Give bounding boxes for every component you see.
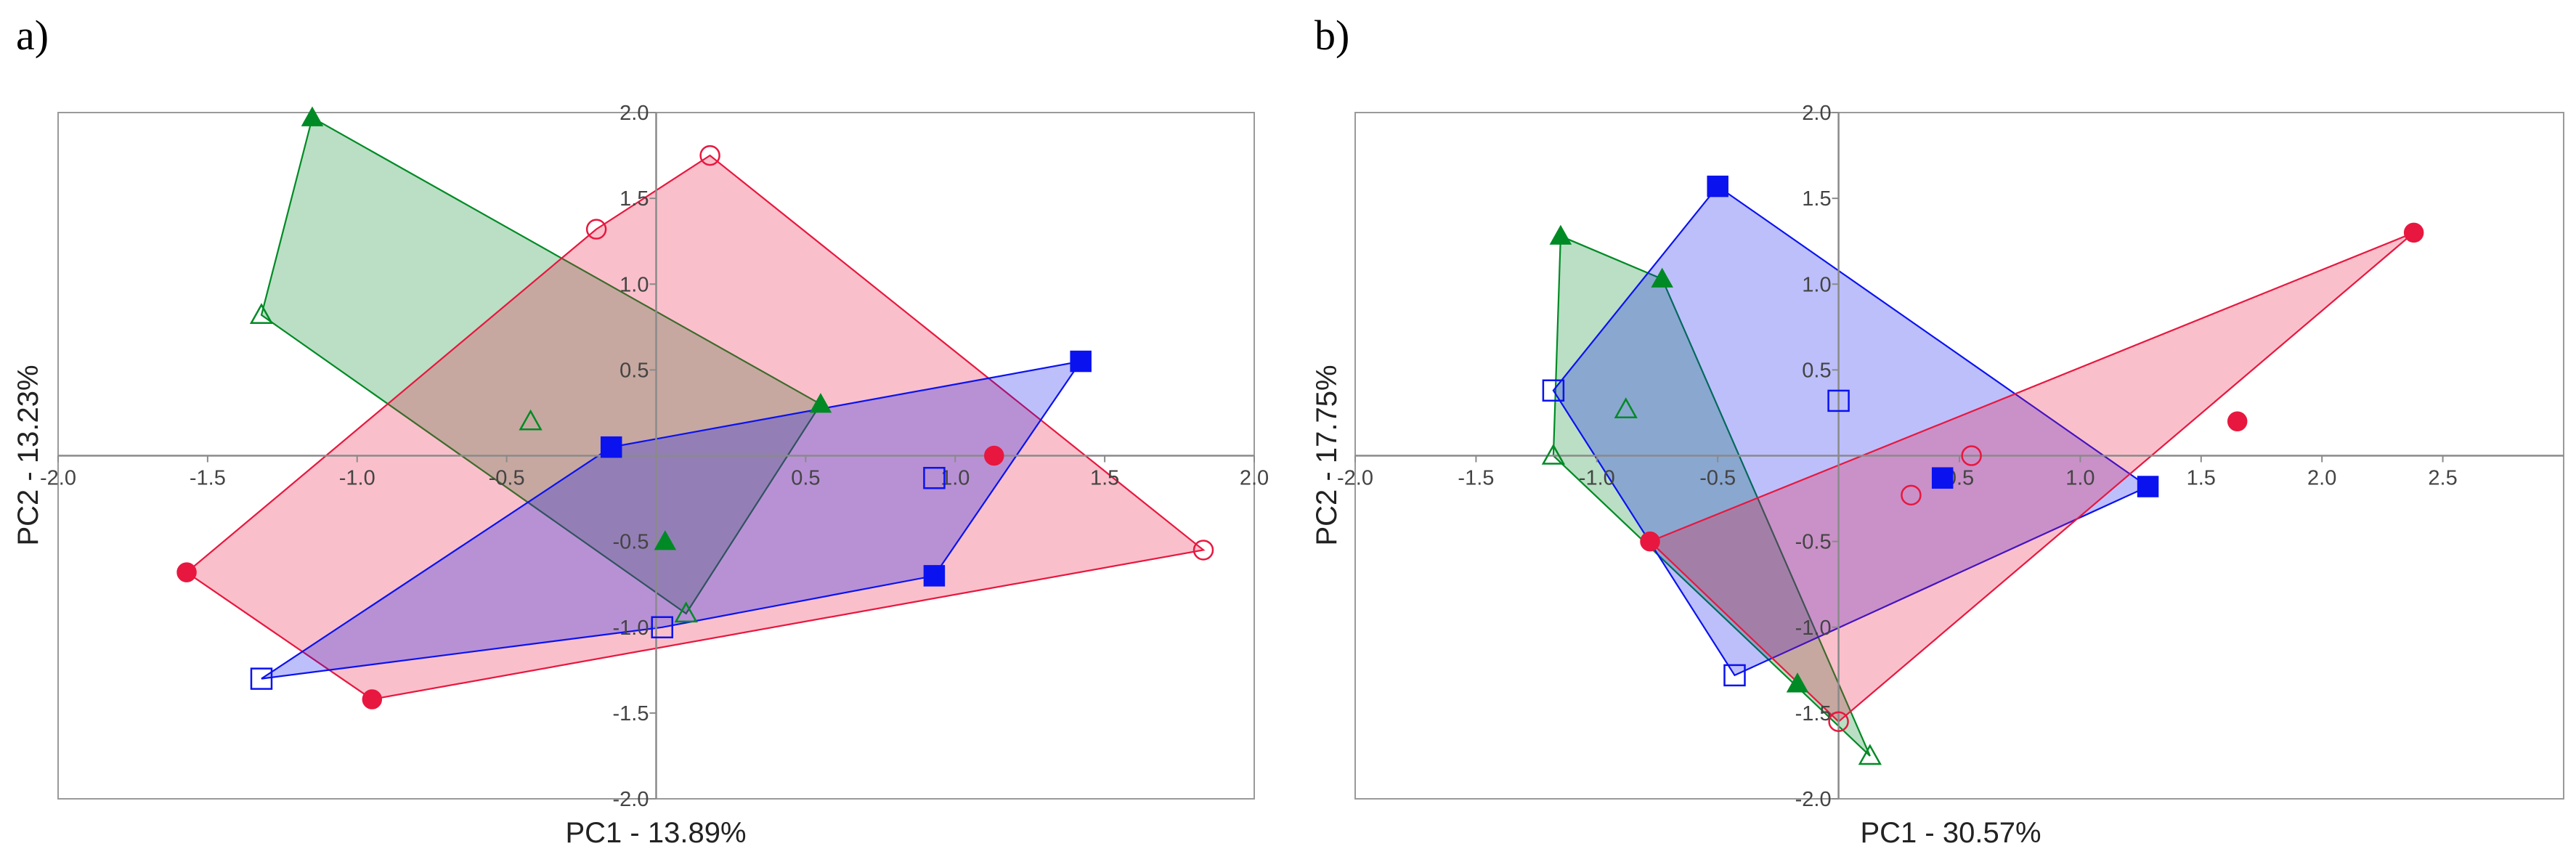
red-circle-open-point [1192,540,1214,561]
y-tick-label: -2.0 [1795,788,1832,811]
x-tick-label: 2.0 [2307,467,2336,490]
x-tick-label: -1.5 [190,467,226,490]
green-triangle-open-point [519,409,543,431]
markers-a [176,106,1214,709]
blue-square-filled-point [600,436,622,458]
y-axis-title-b: PC2 - 17.75% [1311,365,1343,545]
blue-square-filled-point [923,565,946,587]
green-triangle-filled-point [1549,224,1572,245]
blue-square-open-point [250,667,273,690]
green-triangle-open-point [674,601,698,623]
blue-square-filled-point [1931,467,1954,489]
x-tick-label: -1.0 [339,467,375,490]
hulls-a [185,116,1206,701]
y-tick-label: -1.5 [613,702,649,725]
chart-a: a) -2.0 -1.5 -1.0 -0.5 0.5 1.0 1.5 2.0-2.0-1.5-… [12,12,1269,849]
hull-blue-1 [1552,185,2150,677]
green-triangle-filled-point [301,106,324,126]
red-circle-open-point [1961,445,1982,466]
red-circle-open-point [1828,711,1849,732]
panel-label-a: a) [16,12,49,59]
green-triangle-filled-point [654,530,677,550]
red-circle-filled-point [2227,411,2248,431]
hull-red-0 [185,154,1206,701]
y-tick-label: -0.5 [613,531,649,554]
blue-square-filled-point [1070,350,1092,373]
y-tick-label: -1.0 [1795,617,1832,640]
blue-square-open-point [1542,379,1565,402]
x-tick-label: -1.0 [1579,467,1615,490]
red-circle-open-point [585,219,607,240]
y-tick-label: -0.5 [1795,531,1832,554]
red-circle-filled-point [362,689,383,709]
y-tick-label: 1.0 [1802,273,1831,296]
y-tick-label: 0.5 [619,359,649,382]
x-tick-label: 1.0 [2065,467,2094,490]
markers-b [1541,175,2424,765]
red-circle-filled-point [984,445,1004,466]
y-tick-label: 2.0 [619,102,649,125]
green-triangle-filled-point [1651,267,1673,288]
chart-b: b) -2.0 -1.5 -1.0 -0.5 0.5 1.0 1.5 2.0 2.5 -2.0 -1… [1311,12,2564,849]
y-tick-label: 2.0 [1802,102,1831,125]
hulls-b [1552,185,2415,757]
axes-a [58,113,1254,799]
x-tick-label: 0.5 [791,467,820,490]
y-tick-label: 1.5 [1802,187,1831,211]
x-tick-label: -0.5 [489,467,525,490]
x-tick-label: 2.5 [2428,467,2457,490]
x-axis-title-a: PC1 - 13.89% [565,817,746,849]
blue-square-open-point [1827,389,1850,412]
hull-green-1 [1552,235,1871,757]
y-tick-label: -1.5 [1795,702,1832,725]
x-tick-label: 1.0 [940,467,970,490]
panel-label-b: b) [1315,12,1349,59]
ticks-b: -2.0 -1.5 -1.0 -0.5 0.5 1.0 1.5 2.0 2.5 -2.0 -1.5 -… [1337,102,2458,811]
x-tick-label: 1.5 [2187,467,2216,490]
red-circle-open-point [699,145,720,166]
red-circle-filled-point [2403,222,2424,243]
x-axis-title-b: PC1 - 30.57% [1860,817,2041,849]
y-tick-label: -2.0 [613,788,649,811]
x-tick-label: -1.5 [1458,467,1494,490]
blue-square-open-point [1723,664,1746,687]
hull-green-0 [260,116,822,615]
x-tick-label: -2.0 [1337,467,1373,490]
y-tick-label: -1.0 [613,617,649,640]
x-tick-label: 1.5 [1090,467,1119,490]
green-triangle-filled-point [1786,672,1809,693]
y-tick-label: 1.0 [619,273,649,296]
y-tick-label: 0.5 [1802,359,1831,382]
y-axis-title-a: PC2 - 13.23% [12,365,44,545]
red-circle-open-point [1901,484,1922,506]
x-tick-label: 2.0 [1240,467,1269,490]
red-circle-filled-point [176,562,197,582]
blue-square-open-point [923,466,946,489]
red-circle-filled-point [1640,531,1660,552]
green-triangle-open-point [249,303,274,325]
green-triangle-open-point [1858,744,1882,765]
green-triangle-open-point [1614,397,1638,418]
hull-blue-0 [261,360,1083,680]
y-tick-label: 1.5 [619,187,649,211]
ticks-a: -2.0 -1.5 -1.0 -0.5 0.5 1.0 1.5 2.0 -2.0 -1.5 -1.0… [40,102,1269,811]
green-triangle-filled-point [809,393,832,413]
x-tick-label: -0.5 [1699,467,1736,490]
blue-square-filled-point [2137,476,2159,497]
hull-red-1 [1649,232,2415,723]
blue-square-open-point [651,616,673,638]
green-triangle-open-point [1541,443,1566,465]
blue-square-filled-point [1707,175,1728,198]
x-tick-label: -2.0 [40,467,76,490]
